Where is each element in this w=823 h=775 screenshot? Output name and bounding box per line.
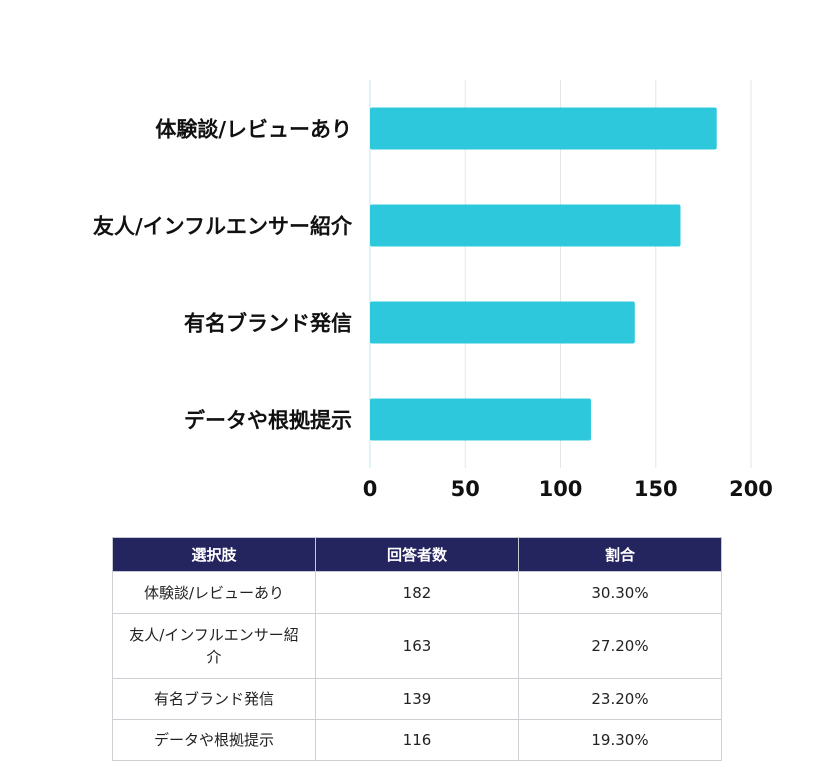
cell-choice: 友人/インフルエンサー紹介	[112, 613, 316, 679]
cell-ratio: 23.20%	[518, 678, 722, 720]
header-ratio: 割合	[518, 537, 722, 572]
table-row: 体験談/レビューあり 182 30.30%	[112, 571, 722, 614]
cell-count: 182	[315, 571, 519, 614]
table-row: データや根拠提示 116 19.30%	[112, 719, 722, 761]
category-label: 体験談/レビューあり	[155, 118, 352, 142]
cell-choice: 有名ブランド発信	[112, 678, 316, 720]
x-tick-labels: 0 50 100 150 200	[363, 477, 773, 501]
table-row: 有名ブランド発信 139 23.20%	[112, 678, 722, 720]
x-tick-label: 50	[451, 477, 480, 501]
header-count: 回答者数	[315, 537, 519, 572]
cell-choice: データや根拠提示	[112, 719, 316, 761]
x-tick-label: 200	[729, 477, 773, 501]
x-tick-label: 150	[634, 477, 678, 501]
x-tick-label: 100	[539, 477, 583, 501]
category-label: 有名ブランド発信	[184, 312, 352, 336]
cell-count: 116	[315, 719, 519, 761]
table-header-row: 選択肢 回答者数 割合	[112, 537, 722, 572]
bars	[370, 107, 717, 441]
cell-ratio: 19.30%	[518, 719, 722, 761]
bar	[370, 301, 635, 344]
category-label: データや根拠提示	[184, 409, 352, 433]
x-tick-label: 0	[363, 477, 378, 501]
bar	[370, 107, 717, 150]
cell-count: 139	[315, 678, 519, 720]
cell-ratio: 30.30%	[518, 571, 722, 614]
bar-chart: 体験談/レビューあり友人/インフルエンサー紹介有名ブランド発信データや根拠提示 …	[93, 80, 773, 501]
header-choice: 選択肢	[112, 537, 316, 572]
cell-choice: 体験談/レビューあり	[112, 571, 316, 614]
cell-ratio: 27.20%	[518, 613, 722, 679]
data-table: 選択肢 回答者数 割合 体験談/レビューあり 182 30.30% 友人/インフ…	[112, 537, 722, 761]
cell-count: 163	[315, 613, 519, 679]
category-label: 友人/インフルエンサー紹介	[93, 215, 353, 239]
table-row: 友人/インフルエンサー紹介 163 27.20%	[112, 613, 722, 679]
bar	[370, 398, 591, 441]
bar	[370, 204, 681, 247]
